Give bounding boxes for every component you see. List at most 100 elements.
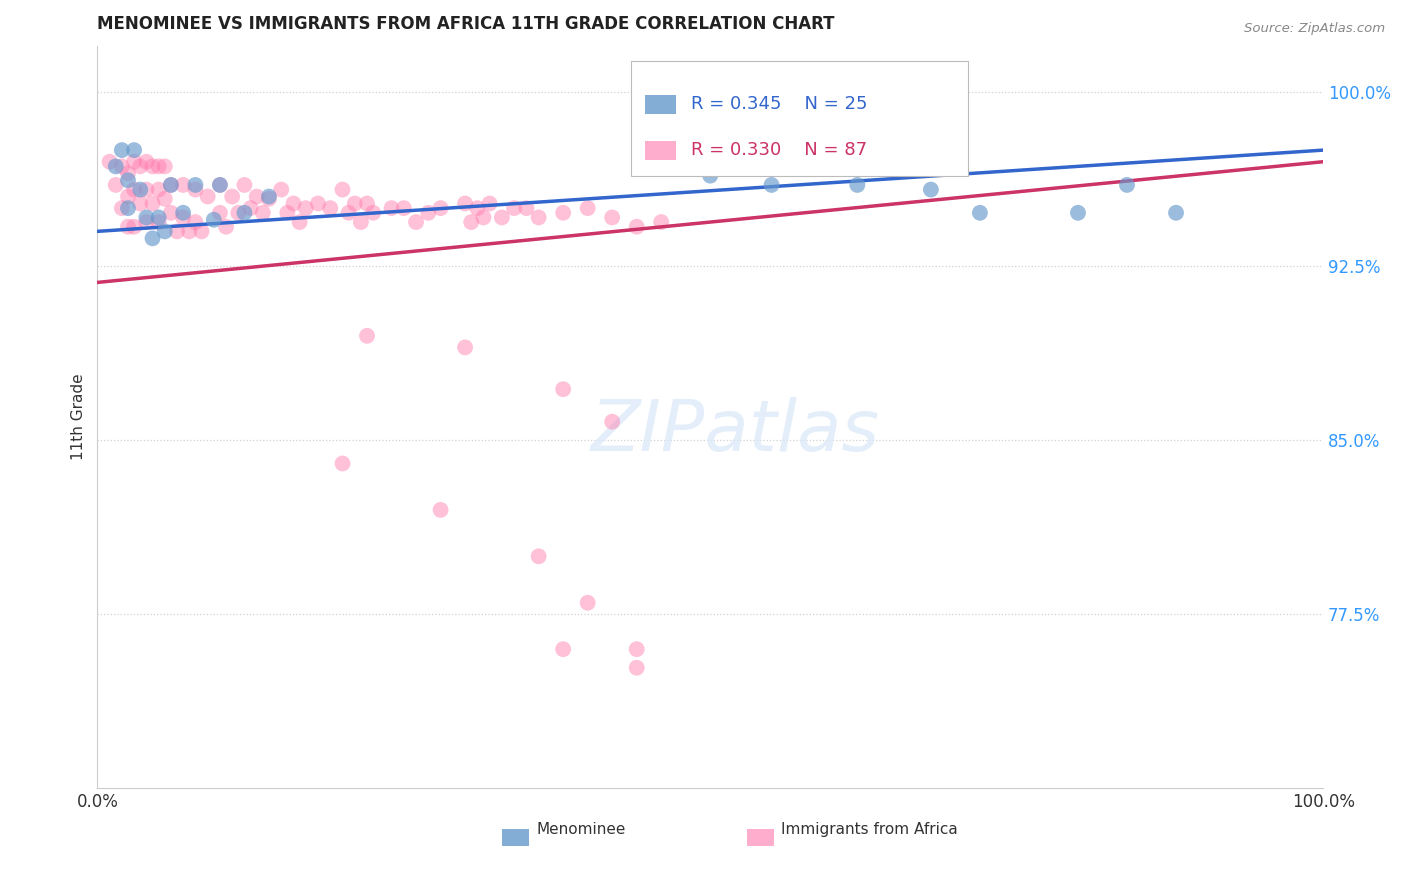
- Point: [184, 215, 207, 229]
- FancyBboxPatch shape: [630, 61, 967, 176]
- Point: [276, 206, 298, 220]
- Bar: [645, 95, 676, 113]
- Text: ZIPatlas: ZIPatlas: [591, 398, 879, 467]
- Point: [135, 183, 157, 197]
- Point: [117, 189, 139, 203]
- Point: [197, 189, 219, 203]
- Point: [111, 143, 134, 157]
- Text: Source: ZipAtlas.com: Source: ZipAtlas.com: [1244, 22, 1385, 36]
- Point: [576, 201, 599, 215]
- Point: [111, 160, 134, 174]
- Bar: [645, 141, 676, 160]
- Point: [233, 178, 256, 192]
- Point: [172, 206, 194, 220]
- Point: [270, 183, 292, 197]
- Point: [553, 206, 575, 220]
- Point: [527, 211, 550, 225]
- Point: [1116, 178, 1139, 192]
- Point: [392, 201, 415, 215]
- Point: [135, 211, 157, 225]
- Point: [626, 642, 648, 657]
- Point: [122, 143, 145, 157]
- Point: [472, 211, 495, 225]
- Point: [356, 196, 378, 211]
- Point: [405, 215, 427, 229]
- Y-axis label: 11th Grade: 11th Grade: [72, 374, 86, 460]
- Point: [202, 212, 225, 227]
- Point: [429, 503, 451, 517]
- Point: [141, 196, 163, 211]
- Point: [129, 183, 152, 197]
- Point: [467, 201, 489, 215]
- Point: [650, 215, 672, 229]
- Point: [418, 206, 440, 220]
- Point: [117, 219, 139, 234]
- Point: [350, 215, 373, 229]
- Bar: [502, 830, 529, 846]
- Point: [153, 192, 176, 206]
- Point: [626, 219, 648, 234]
- Point: [503, 201, 526, 215]
- Point: [460, 215, 482, 229]
- Text: R = 0.330    N = 87: R = 0.330 N = 87: [690, 141, 866, 160]
- Point: [148, 183, 170, 197]
- Point: [600, 415, 623, 429]
- Point: [257, 192, 280, 206]
- Point: [380, 201, 402, 215]
- Point: [356, 328, 378, 343]
- Point: [491, 211, 513, 225]
- Point: [129, 196, 152, 211]
- Point: [148, 160, 170, 174]
- Point: [153, 160, 176, 174]
- Point: [148, 215, 170, 229]
- Point: [283, 196, 305, 211]
- Point: [361, 206, 384, 220]
- Point: [515, 201, 537, 215]
- Point: [172, 178, 194, 192]
- Point: [208, 178, 231, 192]
- Point: [761, 178, 783, 192]
- Text: R = 0.345    N = 25: R = 0.345 N = 25: [690, 95, 868, 113]
- Point: [141, 231, 163, 245]
- Point: [104, 178, 127, 192]
- Point: [166, 224, 188, 238]
- Point: [104, 160, 127, 174]
- Point: [141, 160, 163, 174]
- Point: [846, 178, 869, 192]
- Point: [332, 183, 354, 197]
- Point: [153, 224, 176, 238]
- Point: [184, 178, 207, 192]
- Point: [160, 178, 183, 192]
- Point: [135, 154, 157, 169]
- Point: [288, 215, 311, 229]
- Point: [184, 183, 207, 197]
- Point: [332, 457, 354, 471]
- Point: [179, 224, 201, 238]
- Point: [190, 224, 212, 238]
- Point: [208, 178, 231, 192]
- Point: [626, 661, 648, 675]
- Point: [252, 206, 274, 220]
- Point: [1067, 206, 1090, 220]
- Point: [454, 196, 477, 211]
- Point: [478, 196, 501, 211]
- Point: [699, 169, 721, 183]
- Point: [239, 201, 262, 215]
- Point: [246, 189, 269, 203]
- Point: [319, 201, 342, 215]
- Point: [160, 206, 183, 220]
- Point: [233, 206, 256, 220]
- Point: [527, 549, 550, 564]
- Point: [1164, 206, 1187, 220]
- Point: [122, 154, 145, 169]
- Point: [221, 189, 243, 203]
- Point: [553, 382, 575, 396]
- Point: [215, 219, 238, 234]
- Point: [148, 211, 170, 225]
- Point: [122, 183, 145, 197]
- Point: [117, 201, 139, 215]
- Point: [208, 206, 231, 220]
- Point: [307, 196, 329, 211]
- Point: [429, 201, 451, 215]
- Point: [600, 211, 623, 225]
